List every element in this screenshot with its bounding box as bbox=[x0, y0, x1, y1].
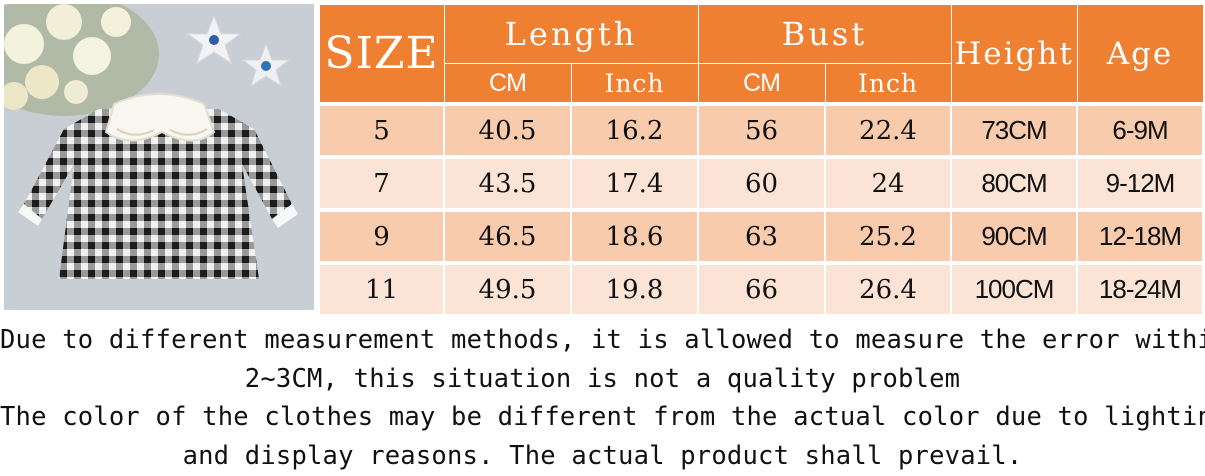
cell-length-cm: 43.5 bbox=[443, 155, 572, 210]
dress-illustration bbox=[4, 4, 314, 310]
starfish-left bbox=[186, 14, 242, 65]
starfish-right bbox=[241, 42, 291, 88]
cell-age: 18-24M bbox=[1076, 261, 1204, 314]
cell-age: 12-18M bbox=[1076, 208, 1204, 263]
cell-age: 6-9M bbox=[1076, 102, 1204, 157]
cell-size: 9 bbox=[318, 208, 445, 263]
cell-length-cm: 49.5 bbox=[443, 261, 572, 314]
note-line: Due to different measurement methods, it… bbox=[0, 325, 1205, 355]
cell-size: 11 bbox=[318, 261, 445, 314]
table-row: 7 43.5 17.4 60 24 80CM 9-12M bbox=[318, 155, 1204, 210]
cell-bust-cm: 56 bbox=[697, 102, 826, 157]
note-line: 2~3CM, this situation is not a quality p… bbox=[244, 363, 961, 394]
note-line: The color of the clothes may be differen… bbox=[0, 402, 1205, 432]
cell-bust-cm: 60 bbox=[697, 155, 826, 210]
measurement-notes: Due to different measurement methods, it… bbox=[0, 321, 1205, 475]
cell-height: 73CM bbox=[950, 102, 1078, 157]
table-row: 11 49.5 19.8 66 26.4 100CM 18-24M bbox=[318, 261, 1204, 314]
cell-height: 80CM bbox=[950, 155, 1078, 210]
cell-height: 90CM bbox=[950, 208, 1078, 263]
size-table: SIZE Length Bust Height Age CM Inch CM I… bbox=[318, 4, 1204, 314]
header-length-inch: Inch bbox=[570, 63, 699, 105]
cell-bust-cm: 63 bbox=[697, 208, 826, 263]
flowers bbox=[4, 4, 159, 116]
dress bbox=[18, 93, 298, 279]
note-line: and display reasons. The actual product … bbox=[182, 440, 1023, 471]
cell-size: 7 bbox=[318, 155, 445, 210]
cell-length-inch: 17.4 bbox=[570, 155, 699, 210]
table-row: 5 40.5 16.2 56 22.4 73CM 6-9M bbox=[318, 102, 1204, 157]
cell-length-cm: 40.5 bbox=[443, 102, 572, 157]
cell-length-inch: 18.6 bbox=[570, 208, 699, 263]
size-chart: SIZE Length Bust Height Age CM Inch CM I… bbox=[318, 4, 1204, 314]
cell-bust-inch: 26.4 bbox=[824, 261, 952, 314]
cell-age: 9-12M bbox=[1076, 155, 1204, 210]
cell-bust-inch: 22.4 bbox=[824, 102, 952, 157]
cell-length-cm: 46.5 bbox=[443, 208, 572, 263]
header-bust: Bust bbox=[697, 4, 952, 64]
header-bust-inch: Inch bbox=[824, 63, 952, 105]
header-length: Length bbox=[443, 4, 699, 64]
cell-bust-inch: 24 bbox=[824, 155, 952, 210]
cell-bust-inch: 25.2 bbox=[824, 208, 952, 263]
table-row: 9 46.5 18.6 63 25.2 90CM 12-18M bbox=[318, 208, 1204, 263]
cell-bust-cm: 66 bbox=[697, 261, 826, 314]
cell-length-inch: 16.2 bbox=[570, 102, 699, 157]
header-height: Height bbox=[950, 4, 1078, 105]
cell-length-inch: 19.8 bbox=[570, 261, 699, 314]
header-size: SIZE bbox=[318, 4, 445, 105]
cell-size: 5 bbox=[318, 102, 445, 157]
product-photo bbox=[4, 4, 314, 310]
header-length-cm: CM bbox=[443, 63, 572, 105]
header-age: Age bbox=[1076, 4, 1204, 105]
header-bust-cm: CM bbox=[697, 63, 826, 105]
cell-height: 100CM bbox=[950, 261, 1078, 314]
